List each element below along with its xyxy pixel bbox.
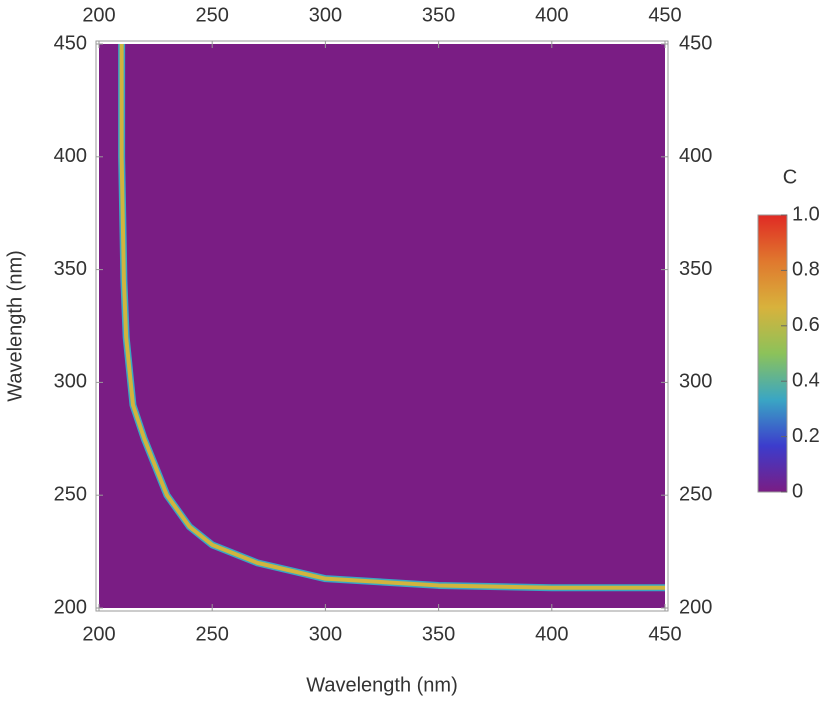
- y-tick-label: 250: [54, 483, 87, 505]
- y-tick-label: 450: [54, 32, 87, 54]
- y-right-tick-label: 350: [679, 258, 712, 280]
- colorbar: [757, 214, 788, 493]
- colorbar-tick-label: 0.2: [792, 425, 820, 447]
- y-tick-label: 300: [54, 371, 87, 393]
- curve: [119, 44, 665, 590]
- x-top-tick-label: 450: [648, 4, 681, 26]
- y-tick-label: 400: [54, 145, 87, 167]
- y-right-tick-label: 300: [679, 371, 712, 393]
- colorbar-tick-label: 0: [792, 480, 803, 502]
- x-tick-label: 400: [535, 623, 568, 645]
- x-top-tick-label: 250: [196, 4, 229, 26]
- y-right-tick-label: 450: [679, 32, 712, 54]
- colorbar-tick-label: 1.0: [792, 203, 820, 225]
- x-tick-label: 350: [422, 623, 455, 645]
- x-top-tick-label: 350: [422, 4, 455, 26]
- x-top-tick-label: 300: [309, 4, 342, 26]
- y-right-tick-label: 200: [679, 596, 712, 618]
- x-tick-label: 250: [196, 623, 229, 645]
- x-tick-label: 300: [309, 623, 342, 645]
- y-right-tick-label: 250: [679, 483, 712, 505]
- colorbar-tick-label: 0.6: [792, 314, 820, 336]
- y-tick-label: 200: [54, 596, 87, 618]
- colorbar-title: C: [783, 166, 797, 188]
- colorbar-tick-label: 0.8: [792, 259, 820, 281]
- y-tick-label: 350: [54, 258, 87, 280]
- x-tick-label: 450: [648, 623, 681, 645]
- y-right-tick-label: 400: [679, 145, 712, 167]
- heatmap-background: [99, 44, 665, 608]
- x-top-tick-label: 400: [535, 4, 568, 26]
- plot-frame: [95, 40, 669, 612]
- x-top-tick-label: 200: [82, 4, 115, 26]
- x-tick-label: 200: [82, 623, 115, 645]
- x-axis-label: Wavelength (nm): [306, 674, 458, 696]
- y-axis-label: Wavelength (nm): [4, 250, 26, 402]
- colorbar-tick-label: 0.4: [792, 369, 820, 391]
